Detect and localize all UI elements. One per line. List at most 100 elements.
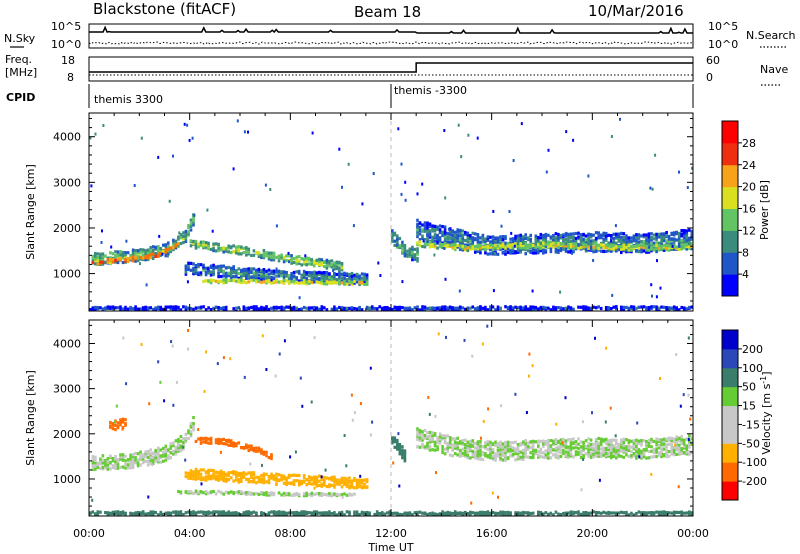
data-cell-0	[182, 447, 185, 451]
data-cell-6	[645, 447, 648, 451]
data-cell-0	[104, 458, 107, 462]
scatter-point	[512, 159, 515, 162]
data-cell-7	[665, 243, 668, 247]
data-cell-8	[469, 306, 472, 310]
data-cell-8	[423, 307, 427, 311]
data-cell-2	[297, 269, 301, 274]
data-cell-6	[582, 440, 585, 444]
data-cell-7	[151, 512, 155, 516]
data-cell-7	[516, 513, 520, 517]
data-cell-0	[139, 248, 142, 252]
data-cell-4	[240, 278, 243, 282]
data-cell-2	[345, 278, 349, 282]
data-cell-7	[406, 511, 409, 515]
data-cell-2	[272, 272, 276, 276]
data-cell-4	[252, 492, 256, 496]
scatter-point	[114, 420, 116, 424]
data-cell-2	[262, 481, 266, 485]
data-cell-0	[187, 230, 190, 234]
data-cell-2	[247, 480, 251, 484]
data-cell-7	[484, 244, 487, 249]
data-cell-6	[509, 250, 512, 254]
data-cell-7	[630, 245, 633, 249]
data-cell-7	[667, 511, 671, 515]
data-cell-4	[252, 278, 256, 282]
data-cell-6	[655, 437, 658, 441]
data-cell-6	[612, 236, 616, 240]
data-cell-2	[222, 471, 225, 475]
data-cell-7	[640, 512, 643, 516]
data-cell-6	[660, 449, 663, 453]
data-cell-6	[682, 438, 686, 442]
data-cell-4	[348, 280, 351, 284]
data-cell-0	[136, 464, 140, 468]
data-cell-8	[111, 305, 115, 309]
data-cell-3	[229, 439, 233, 443]
data-cell-6	[554, 446, 558, 450]
data-cell-3	[300, 257, 303, 261]
data-cell-8	[380, 306, 384, 310]
data-cell-8	[489, 305, 492, 309]
data-cell-6	[544, 239, 548, 243]
data-cell-7	[250, 511, 253, 515]
data-cell-0	[184, 234, 188, 238]
data-cell-6	[655, 447, 658, 451]
scatter-point	[404, 253, 407, 257]
data-cell-0	[121, 465, 125, 469]
data-cell-6	[421, 228, 424, 232]
data-cell-6	[484, 452, 487, 456]
data-cell-2	[229, 470, 233, 475]
data-cell-7	[159, 510, 163, 514]
data-cell-6	[461, 233, 465, 237]
data-cell-0	[104, 254, 107, 258]
data-cell-7	[567, 246, 570, 250]
data-cell-6	[501, 450, 505, 454]
data-cell-2	[189, 469, 193, 473]
data-cell-2	[207, 269, 210, 273]
data-cell-7	[277, 510, 281, 514]
data-cell-6	[537, 439, 540, 443]
data-cell-6	[574, 236, 578, 240]
data-cell-8	[391, 307, 394, 312]
data-cell-7	[403, 511, 407, 515]
data-cell-1	[126, 259, 130, 264]
data-cell-8	[549, 308, 553, 312]
data-cell-7	[134, 511, 137, 515]
scatter-point	[229, 357, 232, 361]
data-cell-6	[516, 236, 520, 241]
data-cell-6	[504, 458, 507, 462]
data-cell-6	[688, 450, 691, 454]
data-cell-0	[101, 258, 105, 262]
data-cell-2	[338, 478, 341, 482]
data-cell-6	[652, 451, 656, 455]
data-cell-8	[441, 305, 444, 309]
data-cell-7	[227, 510, 230, 514]
data-cell-6	[635, 452, 638, 456]
scatter-point	[481, 342, 484, 346]
data-cell-8	[524, 305, 527, 309]
data-cell-0	[179, 449, 183, 453]
data-cell-7	[569, 512, 573, 516]
scatter-point	[564, 396, 567, 400]
data-cell-6	[594, 236, 598, 240]
data-cell-6	[579, 244, 583, 248]
data-cell-8	[172, 308, 175, 312]
data-cell-7	[318, 511, 321, 515]
scatter-point	[638, 455, 641, 459]
data-cell-7	[491, 244, 495, 248]
data-cell-4	[267, 279, 271, 283]
data-cell-7	[602, 246, 605, 250]
data-cell-6	[567, 445, 570, 449]
data-cell-6	[599, 233, 603, 237]
data-cell-3	[224, 247, 228, 251]
data-cell-6	[484, 444, 487, 448]
data-cell-2	[224, 275, 228, 279]
data-cell-7	[489, 243, 492, 247]
data-cell-2	[318, 272, 321, 276]
data-cell-6	[501, 235, 505, 239]
data-cell-8	[174, 307, 178, 311]
data-cell-6	[554, 440, 558, 444]
data-cell-6	[602, 233, 605, 237]
data-cell-7	[401, 513, 404, 517]
scatter-point	[614, 434, 617, 438]
